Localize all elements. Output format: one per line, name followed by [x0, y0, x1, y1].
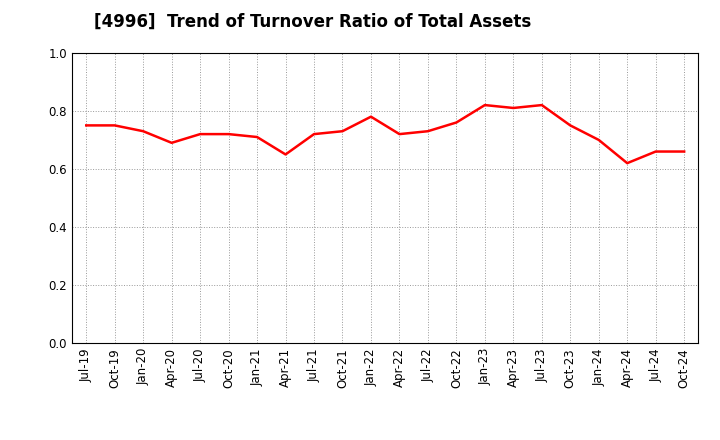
Text: [4996]  Trend of Turnover Ratio of Total Assets: [4996] Trend of Turnover Ratio of Total … — [94, 13, 531, 31]
